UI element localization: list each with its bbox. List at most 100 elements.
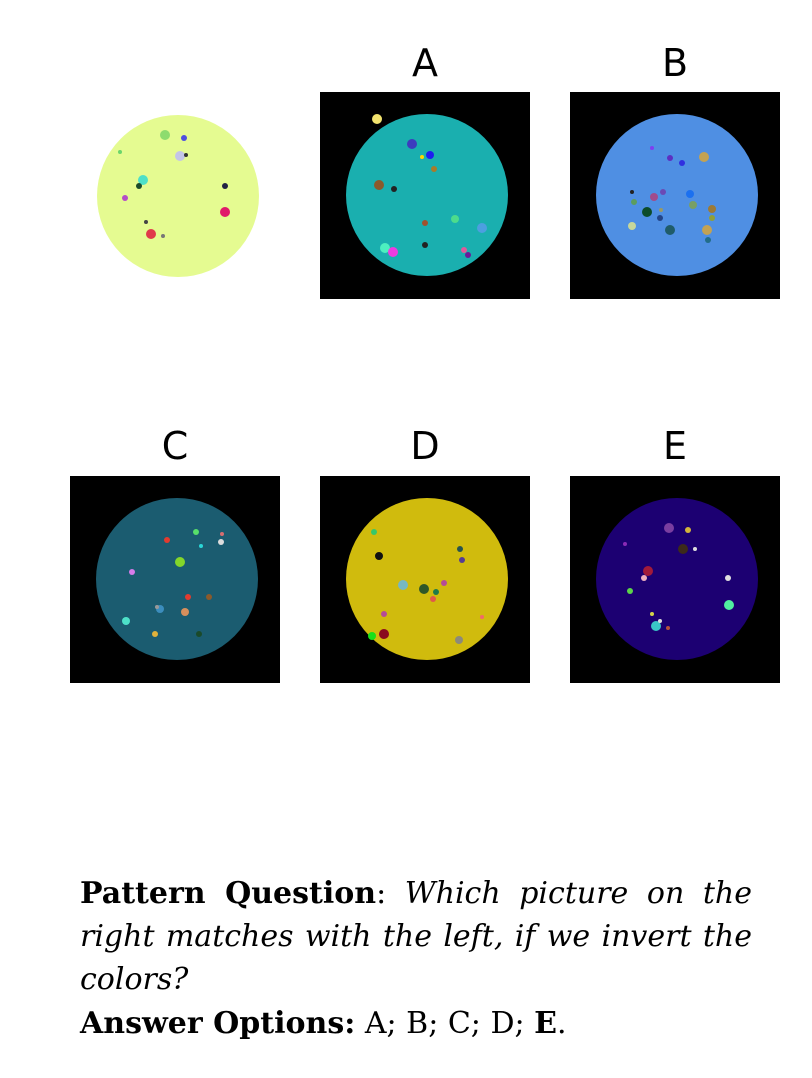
option-c-disc [96,498,258,660]
answer-end: . [557,1006,567,1041]
option-b-dot [659,208,663,212]
option-e-dot [658,619,662,623]
option-d-dot [480,615,484,619]
option-c-dot [152,631,158,637]
reference-dot [136,183,142,189]
option-c-dot [193,529,199,535]
option-label-e: E [662,424,687,468]
reference-dot [222,183,228,189]
question-title: Pattern Question [80,876,377,911]
option-e-dot [627,588,633,594]
option-a-dot [422,242,428,248]
option-a-dot [451,215,459,223]
option-c-dot [206,594,212,600]
option-label-c: C [161,424,189,468]
option-d-dot [441,580,447,586]
option-d-dot [455,636,463,644]
option-d-dot [368,632,376,640]
reference-dot [118,150,122,154]
question-text: Pattern Question: Which picture on the r… [80,872,752,1001]
answer-options-list: A; B; C; D; [364,1006,525,1041]
option-d-dot [457,546,463,552]
option-e-dot [678,544,688,554]
option-c-dot [196,631,202,637]
reference-circle-image [97,115,259,277]
option-b-dot [667,155,673,161]
option-b-dot [657,215,663,221]
option-c-dot [185,594,191,600]
option-d-dot [419,584,429,594]
option-c-dot [155,605,159,609]
option-e-dot [685,527,691,533]
option-b-image [570,92,780,299]
option-a-dot [407,139,417,149]
reference-picture [94,112,264,282]
reference-dot [146,229,156,239]
option-d-disc [346,498,508,660]
option-b-dot [679,160,685,166]
reference-dot [160,130,170,140]
option-e-dot [724,600,734,610]
option-a-disc [346,114,508,276]
option-b-dot [709,215,715,221]
option-b-dot [630,190,634,194]
option-c-dot [164,537,170,543]
reference-dot [138,175,148,185]
option-a-dot [422,220,428,226]
option-d-dot [433,589,439,595]
reference-dot [161,234,165,238]
option-label-a: A [412,41,438,85]
option-b-disc [596,114,758,276]
option-e-dot [693,547,697,551]
option-b-picture[interactable] [570,92,780,299]
option-e-dot [666,626,670,630]
option-e-dot [623,542,627,546]
option-b-dot [665,225,675,235]
option-e-disc [596,498,758,660]
option-b-dot [689,201,697,209]
option-c-dot [220,532,224,536]
option-a-picture[interactable] [320,92,530,299]
option-a-dot [380,243,390,253]
option-b-dot [705,237,711,243]
option-b-dot [660,189,666,195]
option-d-picture[interactable] [320,476,530,683]
reference-dot [184,153,188,157]
option-a-dot [420,155,424,159]
option-a-dot [431,166,437,172]
option-e-picture[interactable] [570,476,780,683]
reference-disc [97,115,259,277]
option-b-dot [708,205,716,213]
option-a-dot [461,247,467,253]
option-b-dot [628,222,636,230]
option-d-dot [459,557,465,563]
option-c-dot [175,557,185,567]
option-e-dot [643,566,653,576]
option-a-dot [426,151,434,159]
option-d-dot [430,596,436,602]
option-e-dot [664,523,674,533]
option-e-dot [650,612,654,616]
option-b-dot [631,199,637,205]
reference-dot [144,220,148,224]
option-e-dot [651,621,661,631]
option-c-dot [181,608,189,616]
answer-options: Answer Options: A; B; C; D; E. [80,1002,752,1045]
option-b-dot [699,152,709,162]
option-c-picture[interactable] [70,476,280,683]
option-a-dot [374,180,384,190]
question-colon: : [376,876,387,911]
reference-dot [181,135,187,141]
option-a-image [320,92,530,299]
option-b-dot [650,146,654,150]
option-c-dot [122,617,130,625]
reference-dot [122,195,128,201]
option-b-dot [686,190,694,198]
option-label-d: D [410,424,440,468]
option-c-dot [199,544,203,548]
question-body: Which picture on the right matches with … [80,876,752,997]
reference-dot [175,151,185,161]
option-d-dot [398,580,408,590]
answer-highlight[interactable]: E [534,1006,558,1041]
reference-dot [220,207,230,217]
